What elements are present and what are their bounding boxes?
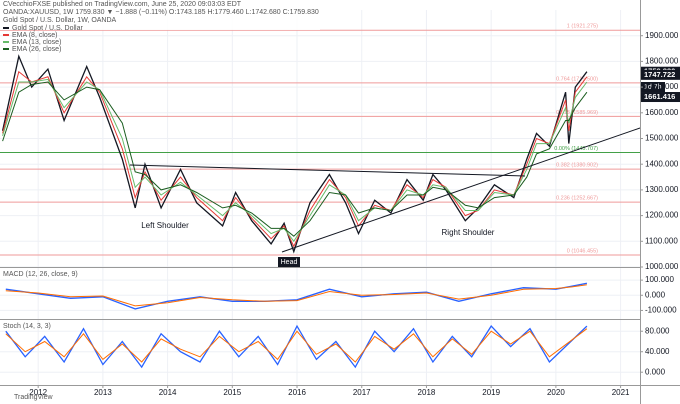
y-tick-label: 1600.000 — [645, 108, 679, 117]
legend-label: Gold Spot / U.S. Dollar — [12, 25, 83, 32]
header-published: CVecchioFXSE published on TradingView.co… — [3, 1, 242, 8]
y-tick-label: 0.000 — [645, 367, 666, 376]
annotation: Left Shoulder — [141, 221, 189, 230]
legend-label: EMA (13, close) — [12, 39, 61, 46]
header-backdrop — [0, 0, 320, 30]
y-tick-label: 1800.000 — [645, 57, 679, 66]
y-tick-label: -100.000 — [645, 306, 677, 315]
x-tick-label: 2017 — [353, 388, 371, 397]
legend-label: EMA (8, close) — [12, 32, 58, 39]
trendline — [281, 127, 641, 253]
countdown: 1d 7h — [644, 84, 662, 91]
y-tick-label: 100.000 — [645, 275, 674, 284]
x-tick-label: 2014 — [159, 388, 177, 397]
fib-label: 0.382 (1380.902) — [556, 163, 598, 169]
y-tick-label: 1500.000 — [645, 134, 679, 143]
neckline — [129, 164, 526, 177]
annotation-box — [278, 257, 300, 267]
x-tick-label: 2015 — [223, 388, 241, 397]
series-line — [5, 282, 588, 310]
series-line — [2, 70, 588, 248]
price-tag-label: 1747.722 — [644, 70, 675, 79]
x-tick-label: 2012 — [29, 388, 47, 397]
annotation-box — [138, 221, 192, 231]
x-tick-label: 2018 — [418, 388, 436, 397]
price-tag — [641, 92, 680, 103]
series-line — [2, 81, 588, 237]
y-tick-label: 1100.000 — [645, 236, 678, 245]
y-tick-label: 1900.000 — [645, 31, 679, 40]
annotation: Right Shoulder — [442, 228, 495, 237]
x-tick-label: 2013 — [94, 388, 112, 397]
fib-label: 0 (1046.455) — [567, 249, 598, 255]
legend-label: EMA (26, close) — [12, 46, 61, 53]
brand: TradingView — [14, 394, 53, 401]
y-tick-label: 1300.000 — [645, 185, 679, 194]
annotation-box — [440, 228, 496, 238]
price-tag-label: 1661.416 — [644, 92, 675, 101]
fib-label: 0.00% (1445.707) — [554, 146, 598, 152]
series-line — [2, 78, 588, 243]
header-quote: OANDA:XAUUSD, 1W 1759.830 ▼ −1.888 (−0.1… — [3, 9, 319, 16]
grid — [0, 10, 640, 385]
y-tick-label: 0.000 — [645, 290, 666, 299]
x-tick-label: 2020 — [547, 388, 565, 397]
y-tick-label: 80.000 — [645, 326, 670, 335]
y-tick-label: 1400.000 — [645, 159, 679, 168]
y-tick-label: 1200.000 — [645, 211, 679, 220]
fib-label: 1 (1921.275) — [567, 24, 598, 30]
fib-label: 0.236 (1252.667) — [556, 196, 598, 202]
price-tag — [641, 69, 680, 80]
x-tick-label: 2016 — [288, 388, 306, 397]
annotation: Head — [281, 259, 298, 266]
plot: 1 (1921.275) 0.764 (1716.500) 0.618 (1585.… — [0, 24, 640, 369]
stoch-label: Stoch (14, 3, 3) — [3, 323, 51, 330]
fib-label: 0.618 (1585.969) — [556, 110, 598, 116]
y-tick-label: 40.000 — [645, 347, 670, 356]
y-tick-label: 1000.000 — [645, 262, 679, 271]
axes: 1000.000 1100.000 1200.000 1300.000 1400.000… — [29, 31, 680, 397]
series-line — [5, 284, 587, 307]
x-tick-label: 2021 — [612, 388, 630, 397]
x-tick-label: 2019 — [482, 388, 500, 397]
header-instrument: Gold Spot / U.S. Dollar, 1W, OANDA — [3, 17, 117, 24]
fib-label: 0.764 (1716.500) — [556, 76, 598, 82]
series-line — [5, 328, 588, 363]
countdown-box — [641, 82, 665, 92]
y-tick-label: 1700.000 — [645, 82, 679, 91]
macd-label: MACD (12, 26, close, 9) — [3, 271, 78, 278]
